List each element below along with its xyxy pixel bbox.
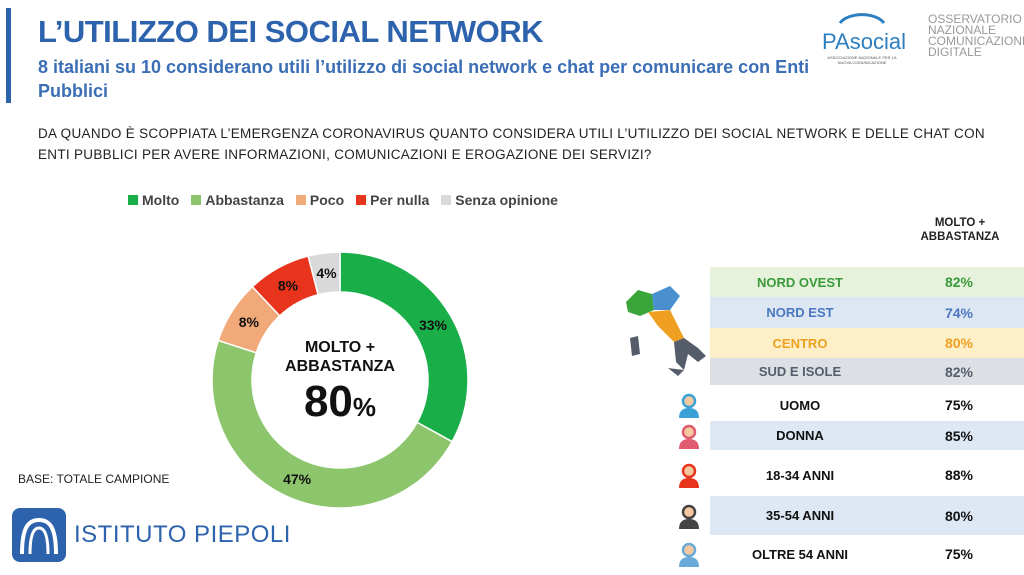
legend-item: Abbastanza [191,192,284,208]
page-subtitle: 8 italiani su 10 considerano utili l’uti… [38,57,810,101]
row-value: 85% [944,427,974,444]
table-row: 18-34 ANNI 88% [710,455,1024,495]
row-label: UOMO [779,397,821,413]
column-header: MOLTO + ABBASTANZA [920,217,1000,243]
slice-label: 33% [419,317,448,333]
slice-label: 8% [278,277,299,293]
piepoli-name: ISTITUTO PIEPOLI [74,521,291,548]
table-row: NORD OVEST 82% [710,267,1024,297]
page-title: L’UTILIZZO DEI SOCIAL NETWORK [38,14,544,49]
base-note: BASE: TOTALE CAMPIONE [18,472,170,486]
legend-label: Senza opinione [455,192,558,208]
row-label: CENTRO [772,335,828,351]
slice-label: 4% [316,265,337,281]
woman-avatar-icon [676,423,702,449]
survey-question: DA QUANDO È SCOPPIATA L’EMERGENZA CORONA… [38,126,985,162]
row-value: 74% [944,304,974,321]
pasocial-logo: PAsocial ASSOCIAZIONE NAZIONALE PER LA N… [822,10,906,65]
row-label: OLTRE 54 ANNI [751,546,849,562]
accent-bar [6,8,11,103]
man-avatar-icon [676,392,702,418]
legend-swatch [128,195,138,205]
slice-label: 47% [283,471,312,487]
senior-avatar-icon [676,541,702,567]
row-label: 35-54 ANNI [765,508,835,523]
legend-swatch [191,195,202,205]
italy-map-icon [626,286,706,376]
row-value: 75% [944,546,974,562]
legend-item: Per nulla [356,192,429,208]
pasocial-name: PAsocial [822,29,906,54]
row-label: 18-34 ANNI [765,467,835,483]
row-value: 82% [944,274,974,290]
donut-slice-senza-opinione [307,251,341,296]
center-value-unit: % [352,392,377,422]
row-label: SUD E ISOLE [758,364,842,379]
donut-slice-abbastanza [211,339,454,509]
table-row: CENTRO 80% [710,328,1024,358]
donut-slice-molto [339,251,469,443]
row-value: 80% [944,507,974,524]
pasocial-subtitle: ASSOCIAZIONE NAZIONALE PER LA NUOVA COMU… [827,55,897,65]
legend-item: Molto [128,192,179,208]
table-row: UOMO 75% [710,390,1024,420]
piepoli-mark-icon [12,508,66,562]
young-avatar-icon [676,462,702,488]
donut-chart: 33% 47% 8% 8% 4% [211,251,469,509]
legend-swatch [441,195,452,205]
legend-label: Abbastanza [205,192,284,208]
slice-label: 8% [239,314,260,330]
legend-swatch [295,195,306,205]
table-row: NORD EST 74% [710,297,1024,328]
center-label: MOLTO + ABBASTANZA [285,339,395,375]
row-value: 88% [944,467,974,483]
observatory-logo: OSSERVATORIO NAZIONALE COMUNICAZIONE DIG… [928,12,1024,59]
center-value: 80% [270,376,410,433]
table-row: SUD E ISOLE 82% [710,358,1024,385]
adult-avatar-icon [676,503,702,529]
chart-legend: Molto Abbastanza Poco Per nulla Senza opinio… [128,192,558,208]
row-label: DONNA [776,428,824,443]
row-label: NORD OVEST [757,274,843,290]
row-value: 82% [944,363,974,380]
table-row: DONNA 85% [710,421,1024,450]
legend-swatch [356,195,367,205]
legend-label: Molto [142,192,180,208]
row-value: 75% [944,397,974,413]
arc-icon [838,13,886,24]
legend-label: Per nulla [370,192,430,208]
table-row: 35-54 ANNI 80% [710,496,1024,535]
table-row: OLTRE 54 ANNI 75% [710,538,1024,570]
row-label: NORD EST [766,305,834,320]
istituto-piepoli-logo: ISTITUTO PIEPOLI [12,508,291,562]
legend-item: Senza opinione [441,192,558,208]
row-value: 80% [944,335,974,351]
legend-item: Poco [295,192,345,208]
donut-center: MOLTO + ABBASTANZA 80% [270,338,410,433]
center-value-number: 80 [303,377,353,426]
legend-label: Poco [309,192,345,208]
